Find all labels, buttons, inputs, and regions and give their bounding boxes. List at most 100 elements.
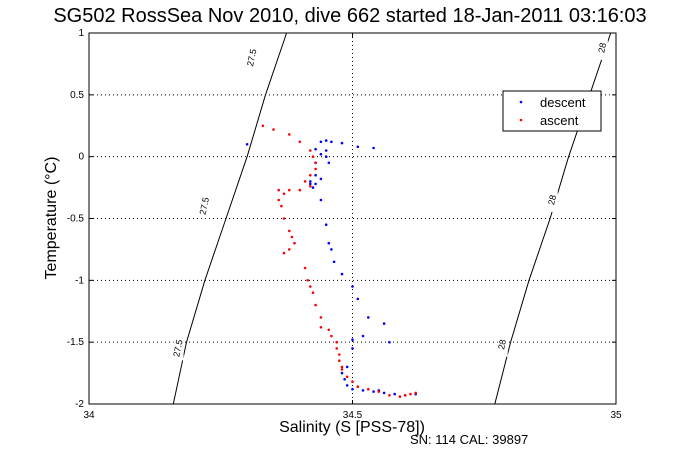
descent-point — [356, 297, 360, 301]
data-points — [245, 124, 418, 398]
descent-point — [332, 260, 336, 264]
ascent-point — [288, 248, 291, 251]
legend-label-ascent: ascent — [540, 113, 579, 128]
ascent-point — [319, 316, 323, 319]
y-tick-label: -2 — [75, 399, 84, 410]
ascent-point — [298, 140, 302, 144]
descent-point — [351, 285, 354, 288]
descent-point — [382, 391, 386, 395]
axis-ticks: 34 34.5 35 -2 -1.5 -1 -0.5 0 0.5 1 — [67, 28, 622, 421]
contour-label: 27.5 — [198, 196, 211, 215]
ascent-point — [282, 192, 286, 196]
ascent-point — [311, 155, 315, 158]
descent-point — [351, 387, 354, 391]
descent-point — [327, 161, 331, 165]
descent-point — [343, 378, 346, 381]
descent-point — [319, 152, 323, 156]
ascent-point — [345, 375, 349, 379]
contour-label-background — [547, 187, 558, 212]
descent-point — [324, 149, 328, 152]
x-tick-label: 34.5 — [343, 410, 363, 421]
descent-point — [382, 322, 386, 325]
x-tick-label: 34 — [83, 410, 95, 421]
y-tick-label: -0.5 — [67, 214, 85, 225]
ascent-point — [367, 387, 370, 391]
descent-point — [319, 177, 323, 181]
y-tick-label: 0.5 — [70, 90, 84, 101]
descent-point — [314, 147, 317, 151]
contour-label-background — [497, 332, 508, 357]
legend-label-descent: descent — [540, 95, 586, 110]
legend-marker-ascent — [519, 118, 523, 122]
legend-box — [502, 90, 602, 132]
descent-point — [314, 182, 317, 186]
legend-marker-descent — [519, 100, 523, 104]
descent-point — [361, 334, 365, 338]
descent-point — [345, 365, 349, 369]
ascent-point — [280, 204, 283, 208]
ascent-point — [338, 353, 341, 356]
descent-point — [361, 389, 365, 392]
ascent-point — [306, 279, 310, 282]
ascent-point — [277, 198, 281, 202]
descent-point — [311, 186, 315, 189]
ascent-point — [303, 266, 307, 270]
ascent-point — [290, 235, 294, 239]
descent-point — [393, 392, 397, 396]
y-tick-label: 0 — [78, 152, 84, 163]
ascent-point — [288, 229, 291, 233]
ascent-point — [409, 392, 412, 396]
contour-label-background — [597, 35, 608, 60]
descent-point — [324, 139, 328, 142]
contour-label-background — [173, 336, 184, 361]
ascent-point — [293, 241, 296, 245]
ascent-point — [340, 365, 344, 369]
ascent-point — [309, 185, 312, 188]
descent-point — [319, 198, 323, 202]
ascent-point — [309, 285, 312, 288]
ascent-point — [356, 385, 360, 389]
descent-point — [345, 384, 349, 387]
ascent-point — [388, 394, 391, 397]
ascent-point — [319, 326, 323, 329]
ascent-point — [414, 391, 418, 395]
contour-label: 28 — [496, 339, 508, 351]
contour-line — [172, 32, 288, 405]
contour-label: 28 — [596, 42, 608, 54]
ascent-point — [398, 395, 402, 398]
contour-label: 27.5 — [171, 339, 184, 358]
descent-point — [309, 180, 312, 183]
descent-point — [327, 241, 331, 245]
ascent-point — [351, 380, 354, 384]
serial-footer: SN: 114 CAL: 39897 — [410, 432, 528, 447]
descent-point — [388, 340, 391, 344]
chart-title: SG502 RossSea Nov 2010, dive 662 started… — [53, 5, 646, 27]
ascent-point — [298, 188, 302, 192]
ascent-point — [282, 251, 286, 255]
ascent-point — [282, 217, 286, 220]
ascent-point — [288, 188, 291, 192]
ascent-point — [314, 167, 317, 171]
contour-label: 28 — [546, 194, 558, 206]
ascent-point — [338, 359, 341, 363]
ascent-point — [340, 368, 344, 371]
contour-label-background — [199, 194, 210, 219]
ascent-point — [277, 188, 281, 192]
ascent-point — [311, 291, 315, 295]
y-axis-label: Temperature (°C) — [43, 157, 60, 280]
descent-point — [314, 173, 317, 177]
y-tick-label: 1 — [78, 28, 84, 39]
ascent-point — [261, 124, 265, 128]
contour-label-background — [247, 45, 258, 70]
y-tick-label: -1 — [75, 275, 84, 286]
ascent-point — [335, 347, 339, 350]
ascent-point — [288, 133, 291, 136]
x-tick-label: 35 — [610, 410, 622, 421]
y-tick-label: -1.5 — [67, 337, 85, 348]
ascent-point — [314, 303, 317, 307]
descent-point — [340, 272, 344, 276]
descent-point — [245, 143, 249, 146]
descent-point — [324, 223, 328, 226]
ascent-point — [309, 149, 312, 152]
